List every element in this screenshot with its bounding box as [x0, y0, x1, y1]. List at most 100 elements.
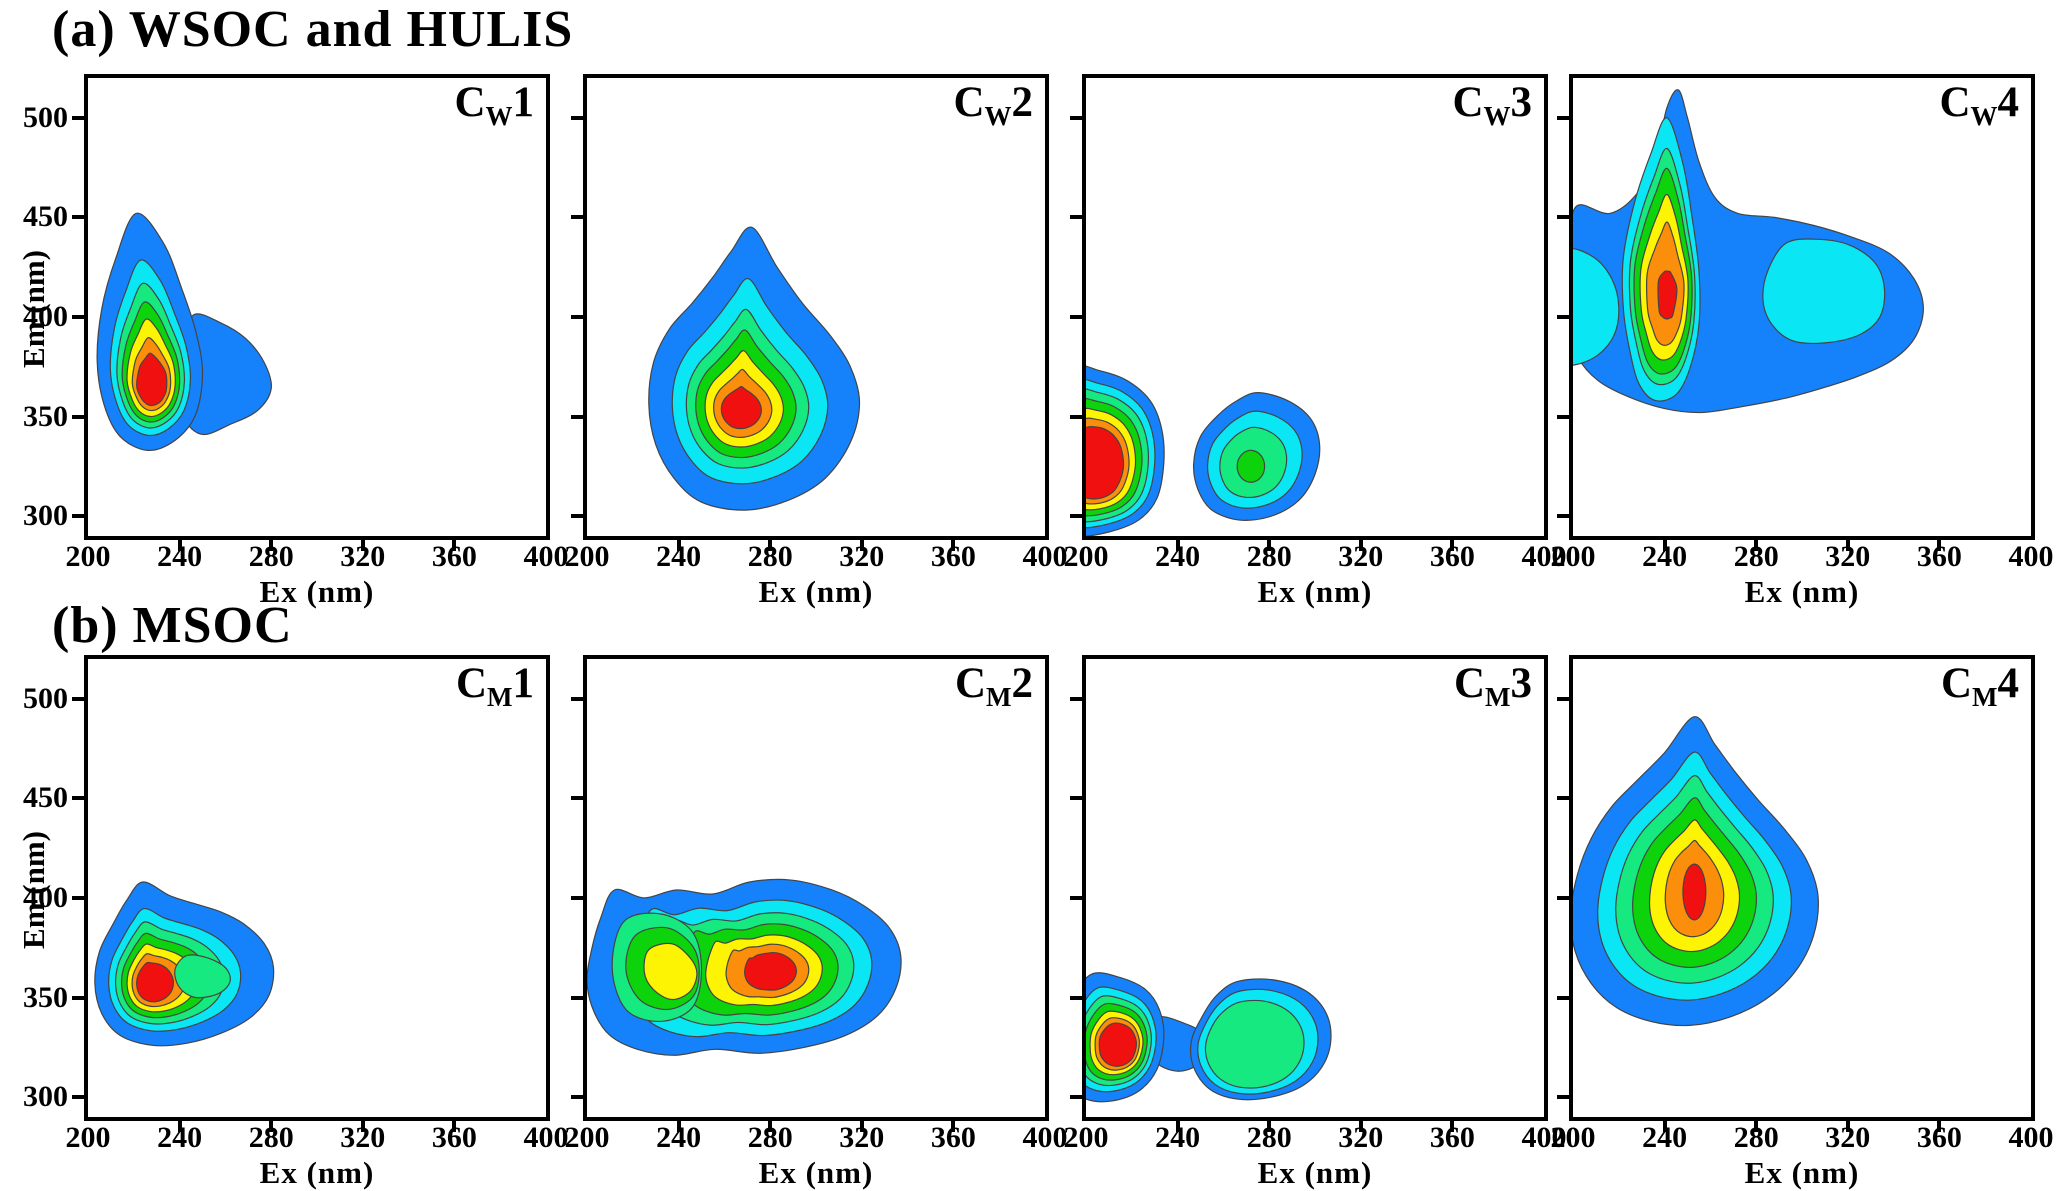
x-tick-320 — [1358, 1117, 1363, 1132]
component-label-number: 1 — [512, 660, 535, 707]
x-tick-240 — [676, 1117, 681, 1132]
x-tick-label-400: 400 — [1022, 1121, 1068, 1154]
component-label-subscript: M — [487, 682, 513, 712]
x-axis-label-CW4: Ex (nm) — [1744, 574, 1860, 609]
panel-CW2: CW2 200 240 280 320 360 400 Ex (nm) — [565, 74, 1068, 609]
component-label-number: 3 — [1510, 660, 1533, 707]
x-tick-280 — [1267, 536, 1272, 551]
contour-CM3-blob1-level2 — [1205, 1000, 1304, 1088]
section-b-title: (b) MSOC — [52, 597, 293, 654]
x-tick-label-280: 280 — [1246, 540, 1292, 573]
contour-plot-CM3 — [1086, 659, 1544, 1117]
y-tick-300 — [571, 1095, 587, 1100]
contour-plot-CM1 — [88, 659, 546, 1117]
x-tick-label-280: 280 — [248, 540, 294, 573]
contour-plot-CM2 — [587, 659, 1045, 1117]
x-tick-240 — [1175, 1117, 1180, 1132]
component-label-number: 2 — [1011, 660, 1034, 707]
y-tick-label-300: 300 — [23, 1080, 68, 1114]
y-tick-450 — [72, 796, 88, 801]
contour-plot-CW4 — [1573, 78, 2031, 536]
x-tick-label-320: 320 — [1338, 1121, 1384, 1154]
component-label-subscript: M — [986, 682, 1012, 712]
component-label-CM1: CM1 — [456, 659, 534, 713]
component-label-subscript: W — [1483, 101, 1511, 131]
x-tick-label-400: 400 — [523, 1121, 569, 1154]
component-label-CM4: CM4 — [1941, 659, 2019, 713]
x-tick-label-200: 200 — [1063, 1121, 1109, 1154]
y-tick-label-450: 450 — [23, 781, 68, 815]
x-tick-label-320: 320 — [340, 540, 386, 573]
y-tick-350 — [571, 995, 587, 1000]
y-tick-300 — [1557, 1095, 1573, 1100]
x-tick-label-280: 280 — [248, 1121, 294, 1154]
x-tick-320 — [1845, 1117, 1850, 1132]
y-tick-350 — [72, 995, 88, 1000]
x-tick-label-320: 320 — [1825, 540, 1871, 573]
contour-CW3-blob1-level3 — [1237, 450, 1264, 482]
x-tick-280 — [1754, 1117, 1759, 1132]
y-tick-500 — [1557, 115, 1573, 120]
y-tick-400 — [72, 314, 88, 319]
x-tick-label-360: 360 — [431, 1121, 477, 1154]
component-label-base: C — [954, 660, 987, 707]
x-tick-240 — [177, 536, 182, 551]
component-label-base: C — [1939, 79, 1971, 126]
y-tick-300 — [1070, 514, 1086, 519]
x-tick-320 — [1845, 536, 1850, 551]
y-tick-label-350: 350 — [23, 980, 68, 1014]
panel-CW3: CW3 200 240 280 320 360 400 Ex (nm) — [1064, 74, 1567, 609]
x-tick-label-280: 280 — [1246, 1121, 1292, 1154]
y-tick-400 — [571, 895, 587, 900]
component-label-subscript: M — [1485, 682, 1511, 712]
x-tick-240 — [676, 536, 681, 551]
x-tick-280 — [1754, 536, 1759, 551]
contour-CM1-blob0-level6 — [137, 962, 174, 1001]
y-tick-500 — [1557, 696, 1573, 701]
contour-CM2-blob3-level4 — [644, 943, 697, 999]
x-tick-320 — [360, 1117, 365, 1132]
contour-CW3-blob0-level6 — [1086, 426, 1123, 498]
x-tick-label-400: 400 — [1022, 540, 1068, 573]
contour-CW2-blob0-level6 — [721, 387, 761, 429]
component-label-CM3: CM3 — [1454, 659, 1532, 713]
x-tick-label-200: 200 — [564, 1121, 610, 1154]
x-axis-label-CW3: Ex (nm) — [1257, 574, 1373, 609]
y-tick-350 — [72, 414, 88, 419]
y-tick-350 — [1557, 414, 1573, 419]
x-tick-label-280: 280 — [747, 1121, 793, 1154]
x-tick-label-360: 360 — [930, 1121, 976, 1154]
y-tick-label-500: 500 — [23, 100, 68, 134]
contour-plot-CW3 — [1086, 78, 1544, 536]
x-tick-360 — [1937, 1117, 1942, 1132]
y-tick-300 — [72, 514, 88, 519]
y-tick-label-400: 400 — [23, 880, 68, 914]
y-tick-label-450: 450 — [23, 200, 68, 234]
section-a-title: (a) WSOC and HULIS — [52, 1, 574, 58]
x-tick-280 — [269, 1117, 274, 1132]
x-tick-label-360: 360 — [930, 540, 976, 573]
y-tick-450 — [571, 796, 587, 801]
x-tick-label-240: 240 — [157, 540, 203, 573]
y-tick-400 — [571, 314, 587, 319]
component-label-subscript: W — [485, 101, 513, 131]
x-tick-label-360: 360 — [1916, 540, 1962, 573]
y-tick-350 — [1557, 995, 1573, 1000]
y-tick-500 — [1070, 696, 1086, 701]
component-label-base: C — [1940, 660, 1973, 707]
panel-CW1: CW1 200 240 280 320 360 400 300 350 400 450 500 Ex (… — [23, 74, 569, 609]
x-tick-360 — [1937, 536, 1942, 551]
x-tick-label-240: 240 — [1642, 1121, 1688, 1154]
component-label-number: 1 — [512, 79, 535, 126]
contour-CW4-blob2-level1 — [1763, 239, 1885, 343]
x-axis-label-CM3: Ex (nm) — [1257, 1155, 1373, 1190]
x-tick-label-200: 200 — [1550, 540, 1596, 573]
component-label-number: 4 — [1997, 79, 2020, 126]
contour-plot-CW2 — [587, 78, 1045, 536]
y-tick-450 — [72, 215, 88, 220]
x-tick-360 — [452, 1117, 457, 1132]
x-tick-label-400: 400 — [1521, 1121, 1567, 1154]
x-tick-label-280: 280 — [1733, 1121, 1779, 1154]
x-tick-label-200: 200 — [1063, 540, 1109, 573]
y-tick-500 — [72, 115, 88, 120]
